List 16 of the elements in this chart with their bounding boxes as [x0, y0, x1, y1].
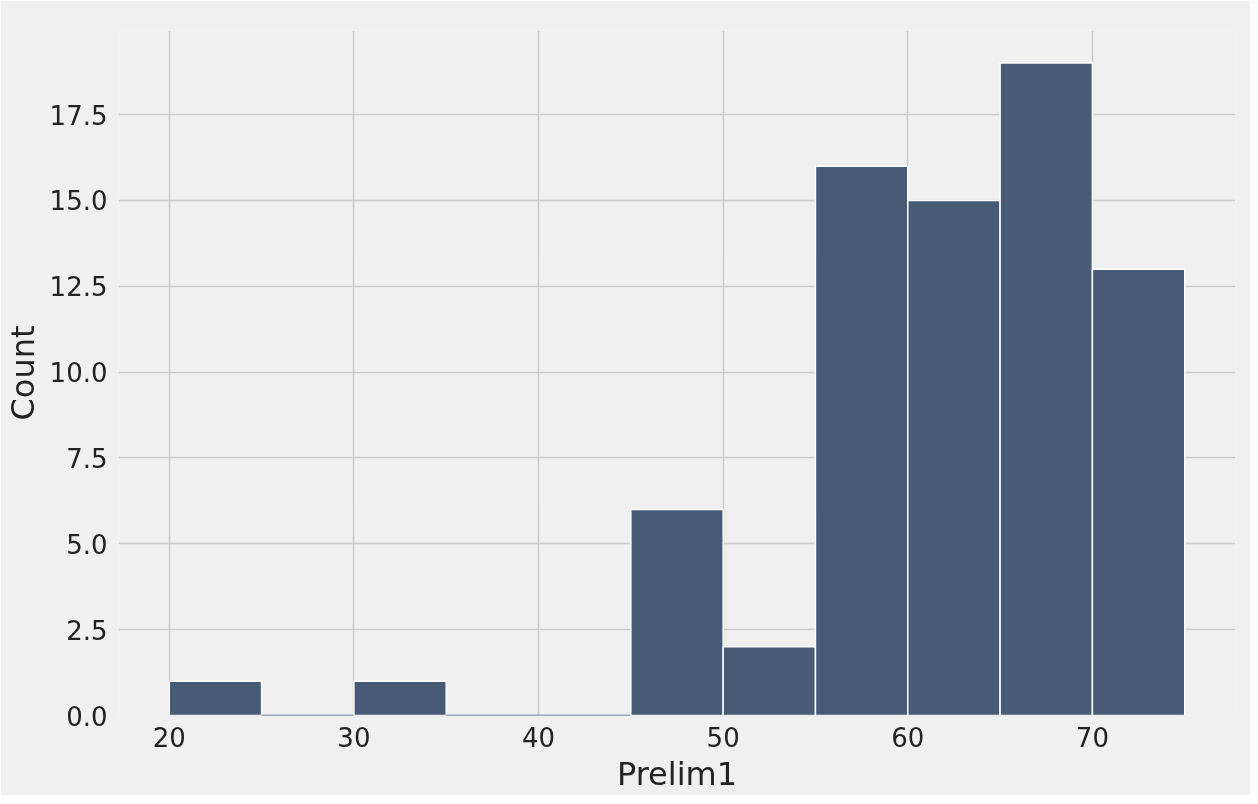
x-tick-label: 40	[521, 722, 556, 753]
y-tick-label: 0.0	[66, 701, 108, 732]
y-tick-label: 15.0	[49, 186, 108, 217]
y-axis-title: Count	[3, 325, 42, 421]
x-tick-label: 30	[337, 722, 371, 753]
y-tick-label: 12.5	[49, 272, 108, 303]
x-axis-title: Prelim1	[616, 754, 738, 793]
y-tick-label: 2.5	[66, 615, 108, 646]
x-tick-label: 60	[891, 722, 925, 753]
y-tick-label: 10.0	[49, 358, 108, 389]
y-tick-label: 5.0	[66, 529, 108, 560]
x-tick-label: 20	[152, 722, 186, 753]
y-tick-label: 17.5	[49, 100, 108, 131]
x-tick-label: 50	[706, 722, 740, 753]
x-tick-label: 70	[1075, 722, 1109, 753]
y-tick-label: 7.5	[66, 443, 108, 474]
